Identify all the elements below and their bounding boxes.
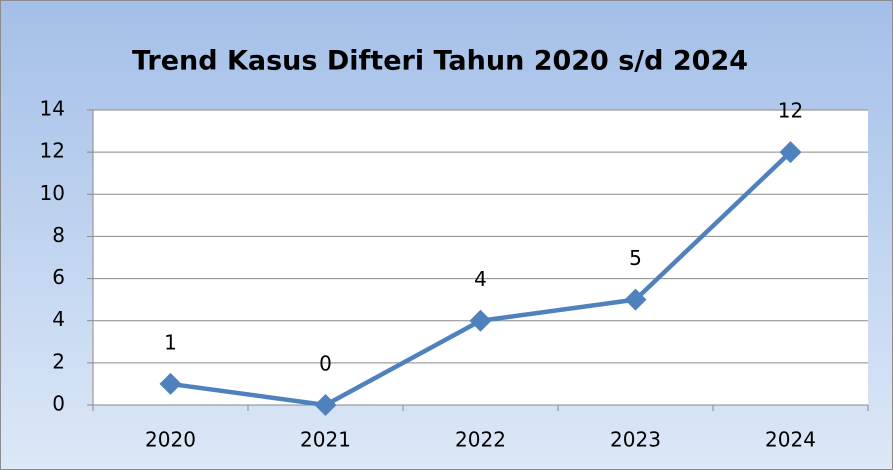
data-point xyxy=(469,309,492,332)
chart-title: Trend Kasus Difteri Tahun 2020 s/d 2024 xyxy=(132,46,748,77)
data-label: 12 xyxy=(778,99,803,123)
y-tick-label: 12 xyxy=(40,139,65,163)
data-point xyxy=(314,394,337,416)
y-tick-label: 4 xyxy=(52,307,65,331)
y-tick-label: 10 xyxy=(40,181,65,205)
y-tick-label: 2 xyxy=(52,349,65,373)
data-point xyxy=(159,372,182,395)
data-point xyxy=(624,288,647,311)
y-tick-label: 8 xyxy=(52,223,65,247)
y-tick-label: 0 xyxy=(52,392,65,416)
x-tick-label: 2023 xyxy=(610,428,661,452)
data-label: 4 xyxy=(474,267,487,291)
plot-area xyxy=(93,110,868,405)
y-tick-label: 14 xyxy=(40,97,65,121)
data-label: 0 xyxy=(319,352,332,376)
x-tick-label: 2021 xyxy=(300,428,351,452)
x-tick-label: 2022 xyxy=(455,428,506,452)
x-tick-label: 2020 xyxy=(145,428,196,452)
data-point xyxy=(779,141,802,164)
x-tick-label: 2024 xyxy=(765,428,816,452)
data-label: 1 xyxy=(164,330,177,354)
data-label: 5 xyxy=(629,246,642,270)
y-tick-label: 6 xyxy=(52,265,65,289)
